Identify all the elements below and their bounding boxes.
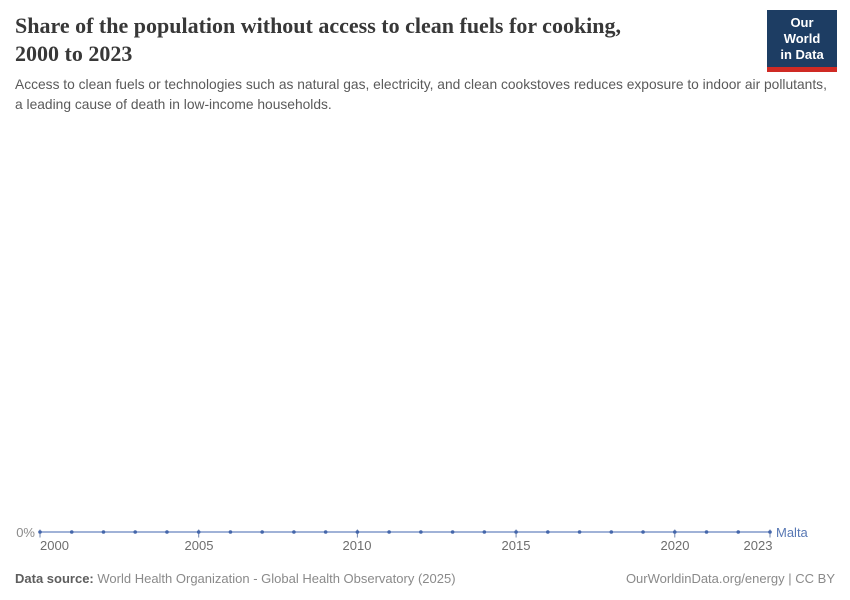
- x-tick-label-2000: 2000: [40, 538, 69, 553]
- data-point[interactable]: [355, 530, 360, 534]
- data-point[interactable]: [387, 530, 391, 534]
- x-tick-label-2010: 2010: [342, 538, 372, 553]
- data-point[interactable]: [69, 530, 74, 534]
- chart-title-line1: Share of the population without access t…: [15, 13, 622, 38]
- data-point[interactable]: [641, 530, 645, 534]
- owid-logo[interactable]: Our World in Data: [767, 10, 837, 72]
- data-point[interactable]: [38, 530, 42, 534]
- data-source-note: Data source: World Health Organization -…: [15, 571, 456, 586]
- data-point[interactable]: [736, 530, 741, 534]
- data-source-text: World Health Organization - Global Healt…: [97, 571, 456, 586]
- data-point[interactable]: [323, 530, 328, 534]
- data-point[interactable]: [419, 530, 423, 534]
- chart-title-line2: 2000 to 2023: [15, 41, 133, 67]
- data-point[interactable]: [672, 530, 677, 534]
- data-point[interactable]: [450, 530, 455, 534]
- data-point[interactable]: [101, 530, 106, 534]
- entity-label-malta[interactable]: Malta: [776, 525, 808, 540]
- x-tick-label-2005: 2005: [184, 538, 214, 553]
- data-point[interactable]: [577, 530, 582, 534]
- data-point[interactable]: [768, 530, 772, 534]
- data-point[interactable]: [514, 530, 518, 534]
- data-point[interactable]: [165, 530, 169, 534]
- y-axis-tick-label-zero: 0%: [16, 525, 35, 540]
- data-point[interactable]: [133, 530, 138, 534]
- data-point[interactable]: [546, 530, 550, 534]
- owid-logo-line1: Our World: [783, 15, 821, 46]
- data-point[interactable]: [292, 530, 296, 534]
- chart-canvas[interactable]: [0, 505, 850, 555]
- x-tick-label-2023: 2023: [743, 538, 773, 553]
- owid-logo-line2: in Data: [780, 47, 824, 62]
- data-point[interactable]: [196, 530, 201, 534]
- chart-footer: Data source: World Health Organization -…: [15, 571, 835, 586]
- data-point[interactable]: [228, 530, 233, 534]
- x-tick-label-2020: 2020: [660, 538, 690, 553]
- chart-title: Share of the population without access t…: [15, 12, 725, 68]
- attribution-link[interactable]: OurWorldinData.org/energy | CC BY: [625, 571, 835, 586]
- data-point[interactable]: [260, 530, 264, 534]
- chart-subtitle: Access to clean fuels or technologies su…: [15, 77, 827, 112]
- x-tick-label-2015: 2015: [501, 538, 531, 553]
- data-point[interactable]: [609, 530, 614, 534]
- data-source-label: Data source:: [15, 571, 94, 586]
- data-point[interactable]: [482, 530, 487, 534]
- data-point[interactable]: [704, 530, 709, 534]
